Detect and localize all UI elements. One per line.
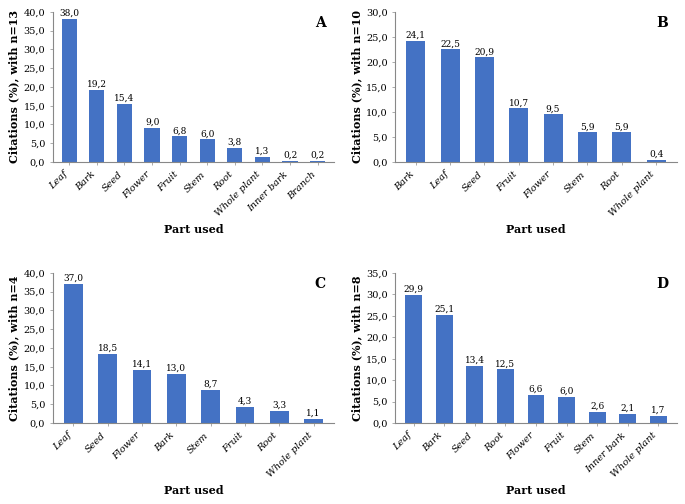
Y-axis label: Citations (%), with n=8: Citations (%), with n=8 (351, 275, 362, 421)
Y-axis label: Citations (%), with n=10: Citations (%), with n=10 (351, 11, 362, 163)
Bar (558, 397, 575, 423)
Text: 20,9: 20,9 (475, 47, 495, 56)
Bar (588, 412, 606, 423)
Bar (510, 108, 528, 162)
X-axis label: Part used: Part used (164, 224, 223, 235)
Text: 0,2: 0,2 (310, 151, 325, 160)
Text: 10,7: 10,7 (509, 98, 529, 107)
Bar (527, 395, 545, 423)
Bar (475, 57, 494, 162)
Text: 0,2: 0,2 (283, 151, 297, 160)
Text: 15,4: 15,4 (114, 94, 135, 103)
Text: 3,8: 3,8 (227, 138, 242, 147)
Y-axis label: Citations (%), with n=13: Citations (%), with n=13 (8, 11, 19, 163)
Bar (62, 19, 77, 162)
Bar (647, 160, 666, 162)
Bar (310, 161, 325, 162)
X-axis label: Part used: Part used (506, 224, 566, 235)
Text: B: B (656, 16, 669, 30)
Text: 38,0: 38,0 (60, 9, 79, 18)
Text: 24,1: 24,1 (406, 31, 426, 40)
Bar (167, 374, 186, 423)
Bar (255, 157, 270, 162)
Bar (199, 140, 215, 162)
Bar (612, 133, 631, 162)
Text: 5,9: 5,9 (614, 122, 629, 131)
Bar (282, 161, 297, 162)
Text: 13,4: 13,4 (465, 355, 485, 364)
Text: 18,5: 18,5 (97, 343, 118, 352)
Text: 2,1: 2,1 (621, 404, 635, 413)
Text: 8,7: 8,7 (203, 380, 218, 389)
Bar (406, 41, 425, 162)
Text: 9,0: 9,0 (145, 118, 160, 127)
Bar (201, 391, 220, 423)
X-axis label: Part used: Part used (164, 485, 223, 495)
Bar (117, 104, 132, 162)
Bar (172, 137, 187, 162)
Text: D: D (656, 277, 669, 291)
Text: 6,6: 6,6 (529, 385, 543, 394)
Bar (227, 148, 242, 162)
Bar (619, 414, 636, 423)
Bar (497, 369, 514, 423)
Text: 1,3: 1,3 (256, 147, 270, 156)
Text: 9,5: 9,5 (546, 104, 560, 113)
Text: 0,4: 0,4 (649, 150, 663, 159)
Bar (544, 114, 562, 162)
Text: 22,5: 22,5 (440, 39, 460, 48)
Text: 25,1: 25,1 (434, 305, 454, 314)
Bar (98, 354, 117, 423)
Bar (64, 284, 83, 423)
Text: 6,0: 6,0 (200, 130, 214, 138)
Bar (236, 407, 254, 423)
Text: 2,6: 2,6 (590, 402, 604, 411)
Text: 29,9: 29,9 (403, 285, 423, 293)
Bar (145, 128, 160, 162)
Text: 6,0: 6,0 (560, 387, 574, 396)
Text: 6,8: 6,8 (173, 127, 187, 135)
Text: C: C (314, 277, 326, 291)
Text: 1,7: 1,7 (651, 406, 666, 414)
Y-axis label: Citations (%), with n=4: Citations (%), with n=4 (8, 275, 19, 421)
Bar (133, 370, 151, 423)
Bar (270, 411, 288, 423)
Text: 5,9: 5,9 (580, 122, 595, 131)
Bar (578, 133, 597, 162)
Text: 14,1: 14,1 (132, 360, 152, 369)
Text: 3,3: 3,3 (272, 401, 286, 409)
Bar (466, 365, 483, 423)
Bar (406, 295, 422, 423)
Text: 37,0: 37,0 (63, 274, 84, 283)
Bar (440, 49, 460, 162)
Bar (304, 419, 323, 423)
Bar (436, 316, 453, 423)
Text: 19,2: 19,2 (87, 80, 107, 89)
Bar (650, 416, 667, 423)
Text: A: A (315, 16, 326, 30)
Text: 12,5: 12,5 (495, 359, 515, 368)
Text: 13,0: 13,0 (166, 364, 186, 373)
X-axis label: Part used: Part used (506, 485, 566, 495)
Text: 1,1: 1,1 (306, 409, 321, 418)
Text: 4,3: 4,3 (238, 397, 252, 406)
Bar (89, 90, 105, 162)
